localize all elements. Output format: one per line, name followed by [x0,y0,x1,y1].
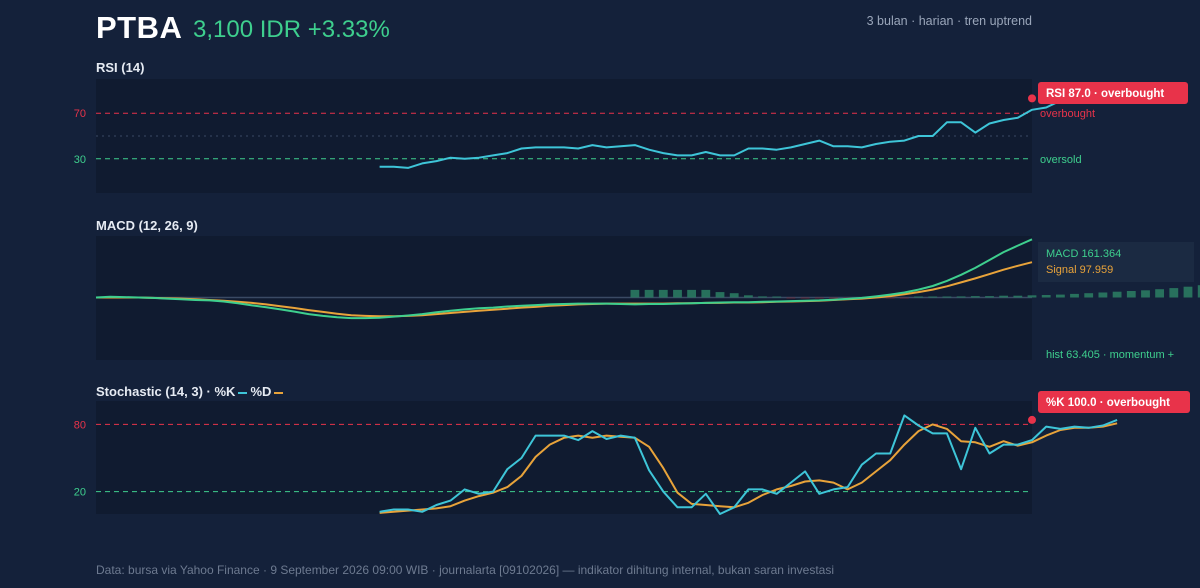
macd-histogram-bar [985,296,994,298]
macd-histogram-bar [1041,295,1051,298]
macd-histogram-bar [885,297,895,299]
stoch-last-label: %K 100.0 · overbought [1046,397,1170,409]
stoch-tick-80: 80 [74,419,86,431]
rsi-last-label-bg [1038,82,1188,104]
macd-histogram-bar [1056,294,1065,298]
rsi-last-label: RSI 87.0 · overbought [1046,88,1164,100]
macd-title: MACD (12, 26, 9) [96,218,198,233]
stoch-last-label-bg [1038,391,1190,413]
stochastic-title-text: Stochastic (14, 3) · %K [96,384,236,399]
macd-histogram-bar [814,297,824,299]
macd-histogram-bar [942,296,952,298]
macd-histogram-bar [829,297,838,299]
macd-line [95,238,1033,320]
rsi-line [379,97,1118,169]
macd-value-label: MACD 161.364 [1046,248,1121,260]
rsi-oversold-label: oversold [1040,154,1082,166]
macd-histogram-bar [800,297,810,299]
stoch-last-point [1028,415,1036,424]
macd-histogram-bar [1126,291,1136,298]
macd-histogram-bar [1155,289,1164,298]
macd-histogram-bar [1013,295,1023,298]
stoch-tick-20: 20 [74,487,86,499]
k-legend-swatch [238,391,248,394]
macd-histogram-bar [1027,295,1037,298]
macd-histogram-bar [928,296,938,298]
macd-histogram-bar [900,297,909,299]
d-legend-swatch [274,391,284,394]
macd-histogram-bar [630,289,640,298]
macd-histogram-bar [1112,291,1122,298]
rsi-tick-70: 70 [74,108,86,120]
macd-histogram-bar [715,292,725,298]
macd-histogram-bar [970,296,980,298]
macd-histogram-bar [772,296,782,298]
macd-histogram-bar [644,289,654,298]
stochastic-title: Stochastic (14, 3) · %K %D [96,384,286,399]
rsi-tick-30: 30 [74,154,86,166]
stochastic-panel [96,401,1032,514]
signal-value-label: Signal 97.959 [1046,264,1113,276]
macd-histogram-bar [701,289,711,298]
chart-meta: 3 bulan · harian · tren uptrend [866,14,1032,28]
rsi-overbought-label: overbought [1040,108,1095,120]
stoch-d-line [379,422,1118,514]
macd-histogram-bar [1183,286,1193,298]
macd-histogram-bar [1084,293,1094,298]
signal-line [96,261,1033,318]
macd-histogram-bar [1098,292,1108,298]
macd-histogram-bar [687,289,696,298]
macd-histogram-bar [744,295,753,298]
macd-histogram-bar [1070,293,1079,298]
macd-histogram-bar [956,296,966,298]
macd-histogram-bar [1169,288,1179,298]
macd-histogram-bar [673,289,682,298]
stoch-k-line [379,414,1118,515]
stochastic-d-label: %D [250,384,272,399]
macd-histogram-bar [786,297,796,299]
rsi-last-point [1028,94,1036,103]
macd-histogram-bar [914,296,923,298]
hist-value-label: hist 63.405 · momentum + [1046,349,1174,361]
macd-histogram-bar [999,295,1008,298]
macd-histogram-bar [729,293,739,298]
macd-label-box [1038,242,1194,282]
rsi-title: RSI (14) [96,60,145,75]
macd-histogram-bar [758,296,767,298]
macd-histogram-bar [1197,285,1200,298]
footer-note: Data: bursa via Yahoo Finance · 9 Septem… [96,563,834,577]
macd-histogram-bar [658,289,668,298]
ticker-symbol: PTBA [96,10,183,45]
price-change: 3,100 IDR +3.33% [193,16,390,43]
macd-histogram-bar [1141,290,1150,298]
